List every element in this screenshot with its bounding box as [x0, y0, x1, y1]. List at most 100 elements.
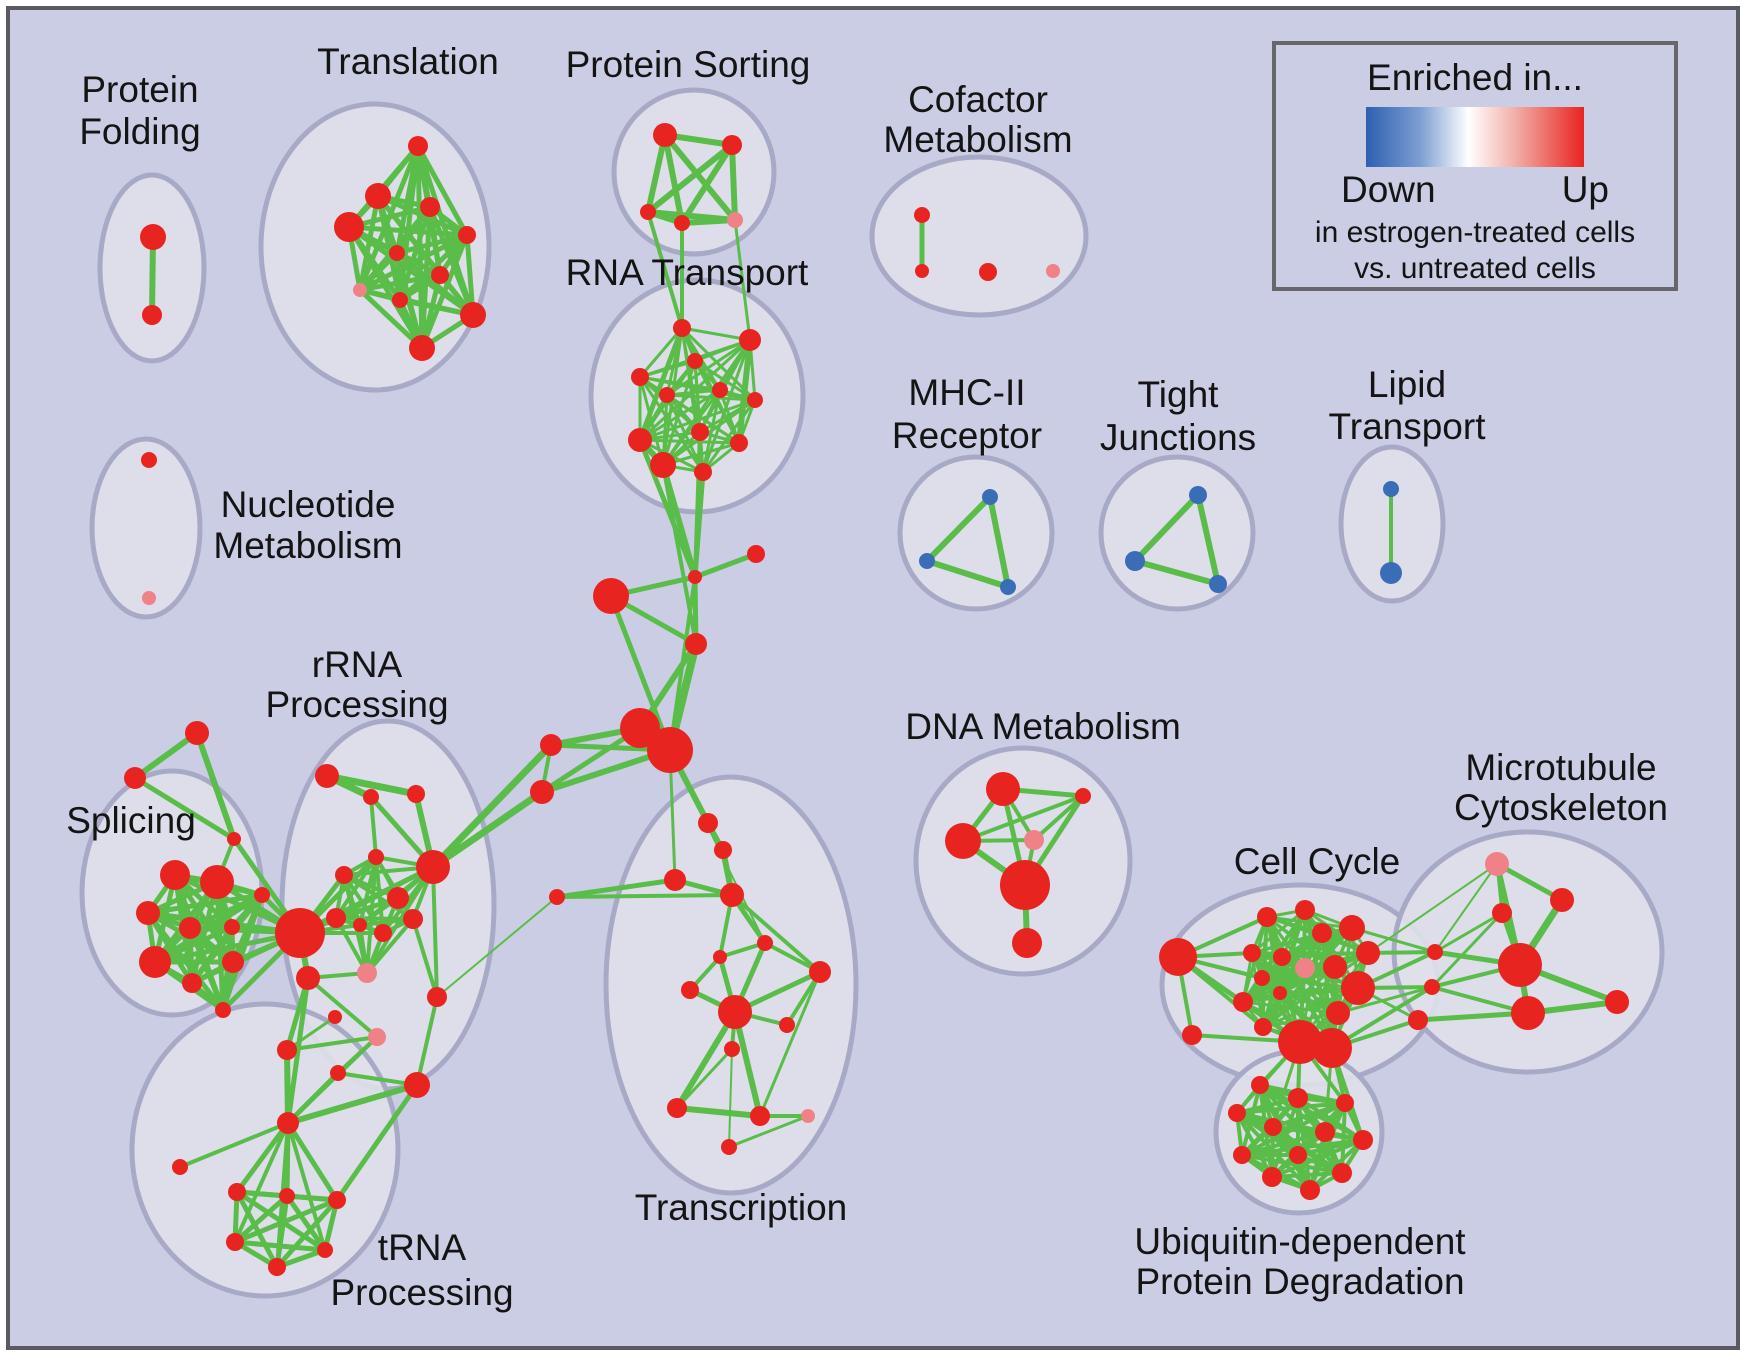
network-edge	[306, 976, 379, 1039]
network-edge	[1430, 911, 1504, 989]
network-node	[1273, 986, 1287, 1000]
network-edge	[961, 794, 1085, 843]
cluster-label-lipid-transport: Lipid Transport	[1329, 364, 1487, 447]
network-node	[1408, 1010, 1428, 1030]
network-node	[1251, 1076, 1269, 1094]
network-node	[1182, 1025, 1202, 1045]
network-edge	[674, 1105, 763, 1119]
network-edge	[285, 1082, 420, 1126]
network-node	[757, 935, 773, 951]
network-node	[685, 633, 707, 655]
network-node	[142, 591, 156, 605]
network-node	[1233, 1146, 1251, 1164]
network-edge	[554, 877, 678, 900]
network-node	[750, 1106, 770, 1126]
network-node	[979, 263, 997, 281]
network-edge	[415, 143, 470, 238]
network-node	[982, 489, 998, 505]
network-edge	[1433, 911, 1504, 954]
network-node	[714, 841, 732, 859]
network-node	[277, 1112, 299, 1134]
network-node	[1312, 923, 1332, 943]
network-node	[185, 721, 209, 745]
network-edge	[1250, 926, 1354, 955]
network-edge	[365, 917, 415, 975]
network-node	[1254, 970, 1270, 986]
network-node	[1125, 551, 1145, 571]
network-node	[330, 1065, 346, 1081]
network-node	[1228, 1104, 1246, 1122]
network-node	[392, 292, 408, 308]
network-node	[1492, 903, 1512, 923]
network-node	[254, 887, 270, 903]
network-edge	[662, 132, 738, 223]
network-node	[667, 1098, 687, 1118]
network-node	[315, 764, 339, 788]
network-node	[353, 918, 367, 932]
network-node	[915, 264, 929, 278]
network-node	[593, 578, 629, 614]
network-node	[222, 951, 244, 973]
network-edge	[646, 210, 684, 330]
network-edge	[149, 234, 156, 318]
network-edge	[357, 272, 443, 293]
network-node	[628, 428, 652, 452]
network-node	[724, 1041, 740, 1057]
network-edge	[145, 892, 265, 916]
network-node	[1326, 1001, 1350, 1025]
network-node	[1209, 575, 1227, 593]
network-edge	[369, 795, 378, 859]
network-node	[647, 727, 693, 773]
network-node	[1353, 1130, 1373, 1150]
network-node	[694, 463, 712, 481]
network-edge	[1240, 1153, 1344, 1175]
network-edge	[679, 142, 735, 226]
network-node	[1012, 928, 1042, 958]
network-edge	[394, 232, 470, 256]
network-node	[1000, 860, 1050, 910]
network-edge	[323, 772, 420, 798]
network-node	[460, 302, 486, 328]
network-edge	[555, 893, 734, 899]
network-node	[139, 946, 171, 978]
network-edge	[638, 375, 757, 402]
network-node	[408, 136, 428, 156]
network-node	[1511, 996, 1545, 1030]
network-node	[1424, 979, 1440, 995]
network-node	[620, 708, 660, 748]
network-node	[1159, 938, 1197, 976]
network-edge	[274, 1197, 340, 1270]
network-edge	[232, 1193, 290, 1245]
network-edge	[411, 917, 439, 999]
network-node	[334, 212, 364, 242]
network-node	[228, 1183, 246, 1201]
network-node	[403, 909, 423, 929]
network-edge	[638, 326, 684, 379]
cluster-label-rrna-processing: rRNA Processing	[265, 644, 448, 725]
network-edge	[234, 1120, 291, 1195]
network-node	[1498, 943, 1542, 987]
network-edge	[692, 469, 706, 580]
network-node	[659, 387, 675, 403]
network-node	[365, 183, 391, 209]
network-node	[919, 553, 935, 569]
network-edge	[1195, 492, 1221, 587]
network-node	[722, 135, 742, 155]
network-edge	[638, 338, 752, 442]
network-node	[1380, 562, 1402, 584]
network-edge	[1271, 1125, 1344, 1175]
network-edge	[286, 1121, 327, 1252]
network-node	[721, 1139, 737, 1155]
cluster-label-trna-processing: tRNA Processing	[330, 1227, 513, 1313]
network-edge	[1241, 1000, 1340, 1015]
network-edge	[661, 388, 722, 467]
network-node	[141, 452, 157, 468]
network-edge	[234, 1189, 280, 1270]
network-edge	[1278, 951, 1370, 995]
network-node	[1295, 958, 1315, 978]
network-node	[1046, 264, 1060, 278]
network-node	[431, 266, 449, 284]
network-edge	[1032, 794, 1085, 842]
network-node	[1427, 944, 1443, 960]
